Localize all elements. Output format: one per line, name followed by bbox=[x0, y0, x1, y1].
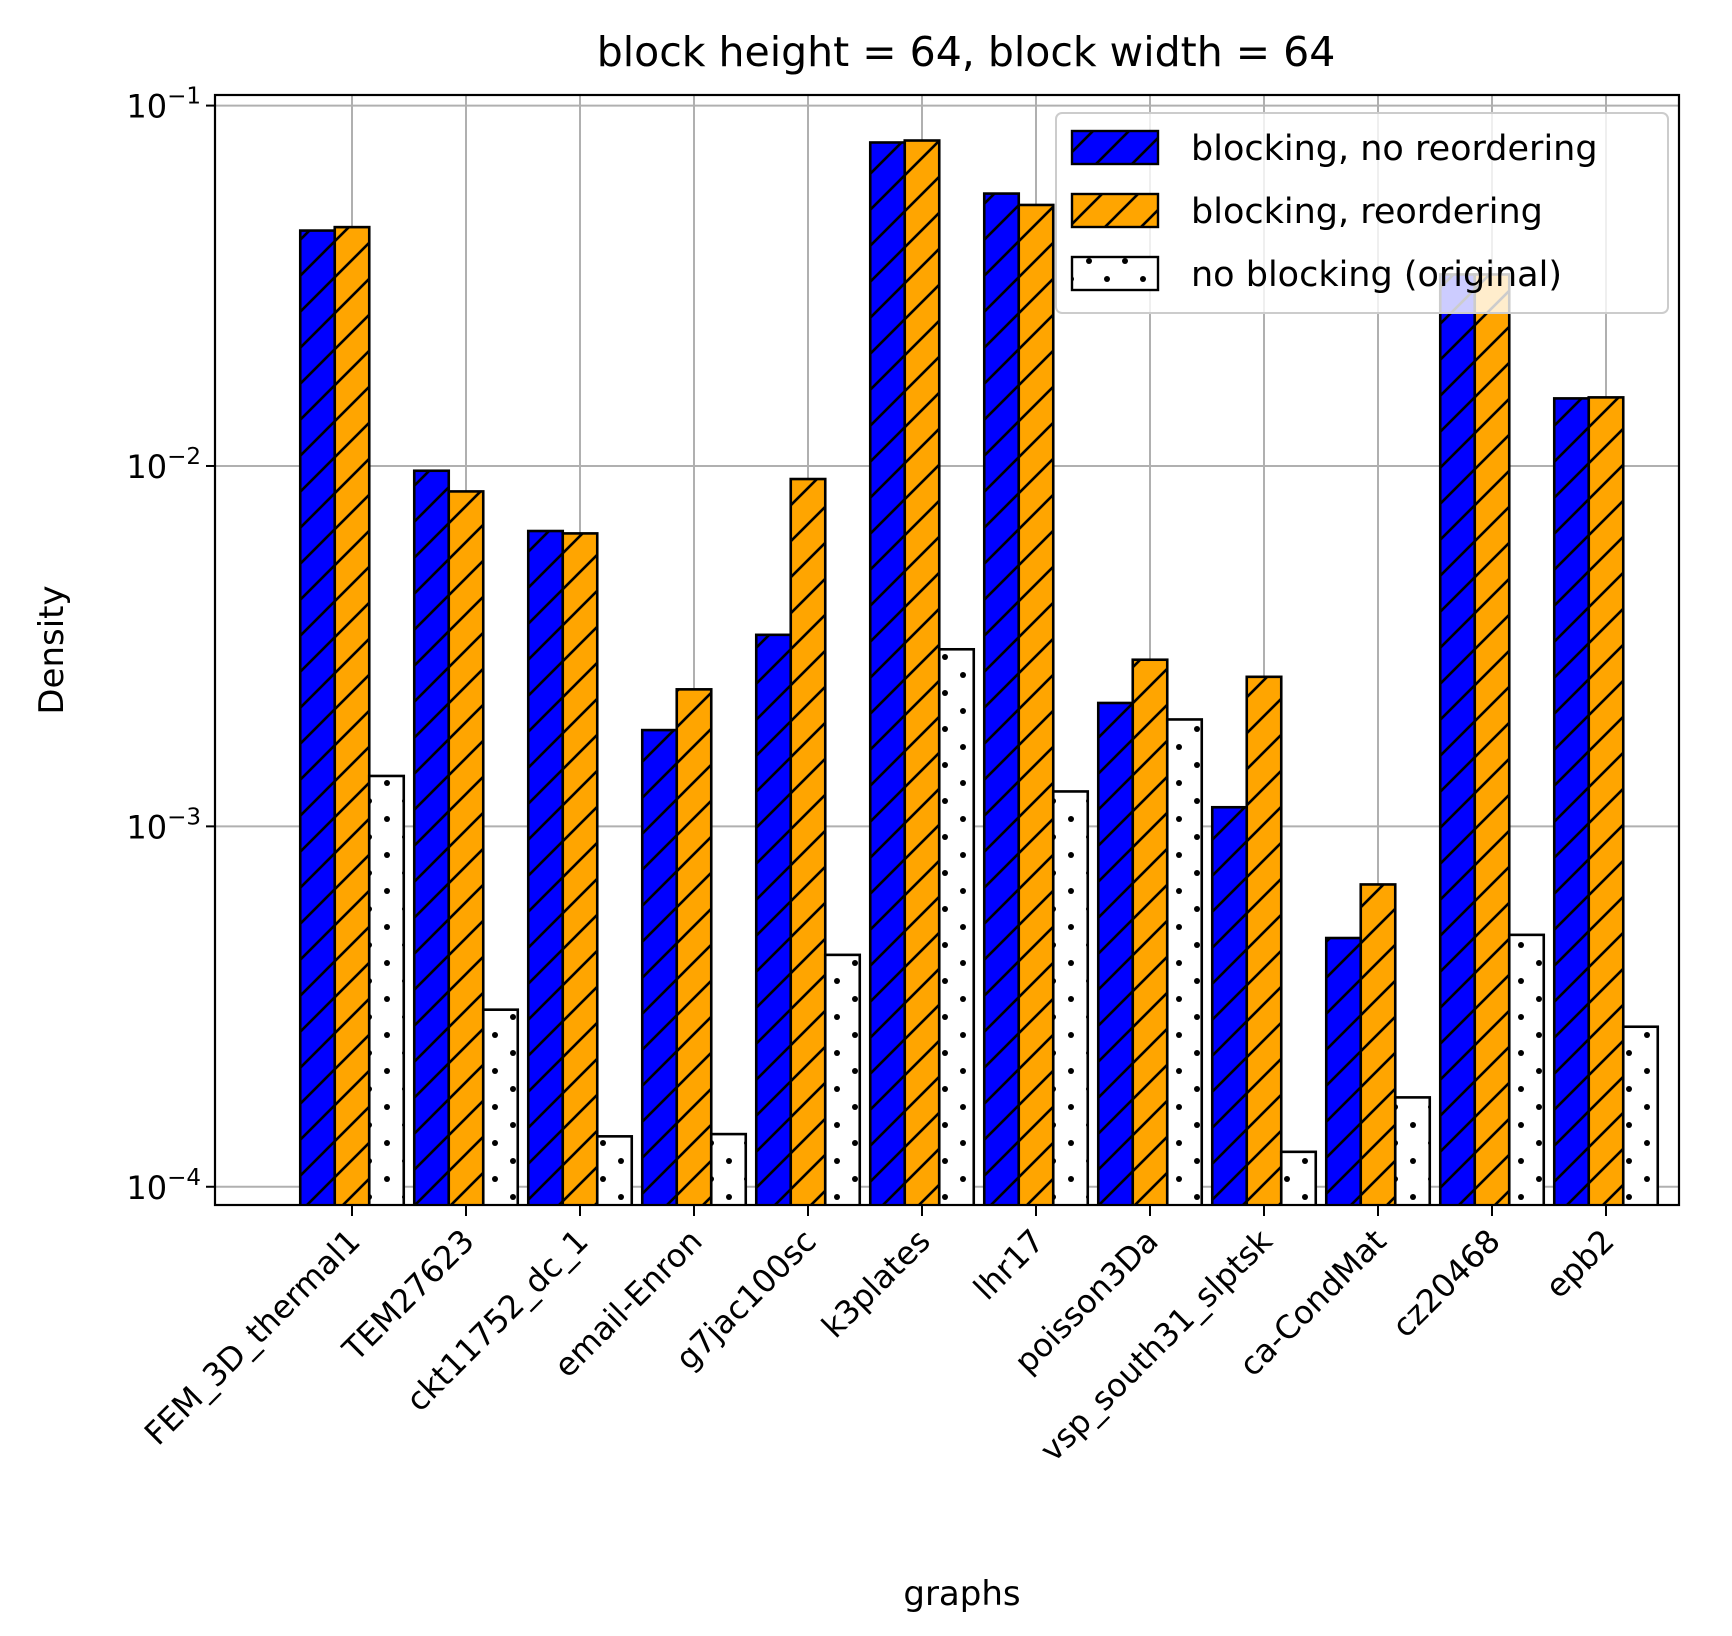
y-tick-label: 10−1 bbox=[126, 84, 201, 126]
legend-label: blocking, no reordering bbox=[1191, 129, 1598, 169]
bar bbox=[1165, 718, 1204, 1205]
bar bbox=[1359, 883, 1397, 1205]
bar bbox=[1552, 397, 1591, 1205]
bar bbox=[481, 1008, 520, 1205]
y-axis-ticks: 10−4 10−3 10−2 10−1 bbox=[126, 84, 215, 1207]
bar bbox=[333, 225, 371, 1205]
bar bbox=[1621, 1025, 1660, 1205]
bar bbox=[1324, 936, 1363, 1205]
bar bbox=[754, 633, 793, 1205]
legend-swatch bbox=[1070, 129, 1160, 166]
bar bbox=[1210, 805, 1249, 1205]
chart-title: block height = 64, block width = 64 bbox=[597, 28, 1336, 76]
legend-label: blocking, reordering bbox=[1191, 192, 1543, 232]
bar bbox=[1051, 790, 1090, 1205]
bar bbox=[1587, 396, 1625, 1205]
legend-swatch bbox=[1070, 192, 1160, 229]
bar bbox=[412, 469, 451, 1205]
bar bbox=[709, 1132, 748, 1205]
bar bbox=[595, 1135, 634, 1205]
bar bbox=[640, 728, 679, 1205]
bar bbox=[1131, 658, 1169, 1205]
legend: blocking, no reordering blocking, reorder… bbox=[1055, 112, 1669, 314]
x-axis-ticks: FEM_3D_thermal1TEM27623ckt11752_dc_1emai… bbox=[137, 1205, 1622, 1469]
y-tick-label: 10−3 bbox=[126, 804, 201, 846]
bar bbox=[1473, 273, 1511, 1205]
plot-frame bbox=[213, 93, 1681, 1207]
y-tick-label: 10−2 bbox=[126, 444, 201, 486]
x-tick-label: epb2 bbox=[1538, 1222, 1622, 1306]
bar bbox=[1438, 273, 1477, 1205]
x-axis-label: graphs bbox=[903, 1574, 1020, 1614]
legend-label: no blocking (original) bbox=[1191, 255, 1562, 295]
bars bbox=[298, 139, 1660, 1205]
bar bbox=[982, 192, 1021, 1205]
axes bbox=[213, 93, 1681, 1207]
legend-swatch bbox=[1070, 255, 1160, 292]
bar bbox=[561, 532, 599, 1205]
bar bbox=[1507, 933, 1546, 1205]
bar bbox=[1245, 675, 1283, 1205]
bar bbox=[1279, 1150, 1318, 1205]
bar bbox=[298, 229, 337, 1205]
bar bbox=[937, 647, 976, 1205]
bar bbox=[868, 141, 907, 1205]
y-axis-label: Density bbox=[32, 585, 72, 714]
x-tick-label: lhr17 bbox=[966, 1222, 1052, 1308]
bar bbox=[447, 490, 485, 1205]
x-tick-label: cz20468 bbox=[1384, 1222, 1507, 1345]
bar bbox=[903, 139, 941, 1205]
bar bbox=[823, 953, 862, 1205]
bar bbox=[1393, 1096, 1432, 1205]
y-tick-label: 10−4 bbox=[126, 1165, 201, 1207]
bar bbox=[526, 529, 565, 1205]
legend-box bbox=[1055, 112, 1669, 314]
bar bbox=[367, 774, 406, 1205]
bar bbox=[1017, 203, 1055, 1205]
x-tick-label: k3plates bbox=[814, 1222, 937, 1345]
bar bbox=[789, 477, 827, 1205]
bar bbox=[1096, 701, 1135, 1205]
bar bbox=[675, 688, 713, 1205]
x-tick-label: FEM_3D_thermal1 bbox=[137, 1222, 368, 1453]
